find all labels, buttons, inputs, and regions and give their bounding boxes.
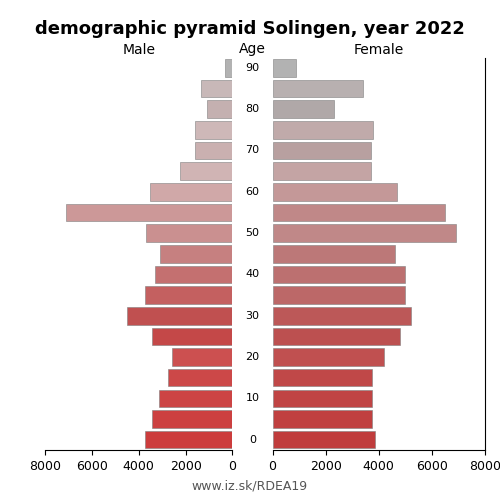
Text: 90: 90 [246,63,260,73]
Bar [168,369,232,386]
Text: 50: 50 [246,228,260,238]
Text: www.iz.sk/RDEA19: www.iz.sk/RDEA19 [192,480,308,492]
Bar [150,183,232,200]
Bar [144,431,233,448]
Bar [272,307,410,324]
Bar [272,162,371,180]
Bar [180,162,233,180]
Bar [172,348,232,366]
Bar [152,410,232,428]
Bar [66,204,232,221]
Bar [272,224,456,242]
Bar [158,390,232,407]
Text: 0: 0 [249,434,256,444]
Bar [272,204,445,221]
Bar [272,183,398,200]
Bar [195,121,232,138]
Bar [272,286,406,304]
Bar [272,59,296,76]
Bar [272,121,374,138]
Bar [206,100,233,118]
Bar [272,410,372,428]
Bar [272,431,375,448]
Text: 60: 60 [246,187,260,197]
Text: Age: Age [239,42,266,56]
Bar [272,390,372,407]
Bar [201,80,232,98]
Bar [272,100,334,118]
Bar [144,286,233,304]
Text: 30: 30 [246,310,260,320]
Text: Male: Male [122,42,155,56]
Bar [272,369,372,386]
Bar [272,142,371,159]
Bar [272,348,384,366]
Text: 70: 70 [246,146,260,156]
Text: Female: Female [354,42,404,56]
Bar [127,307,232,324]
Bar [272,266,406,283]
Bar [160,245,232,262]
Bar [272,80,363,98]
Bar [155,266,232,283]
Text: 20: 20 [246,352,260,362]
Bar [226,59,232,76]
Text: 10: 10 [246,394,260,404]
Text: 80: 80 [246,104,260,114]
Bar [152,328,232,345]
Bar [272,245,394,262]
Text: demographic pyramid Solingen, year 2022: demographic pyramid Solingen, year 2022 [35,20,465,38]
Bar [146,224,233,242]
Text: 40: 40 [246,270,260,280]
Bar [272,328,400,345]
Bar [195,142,232,159]
